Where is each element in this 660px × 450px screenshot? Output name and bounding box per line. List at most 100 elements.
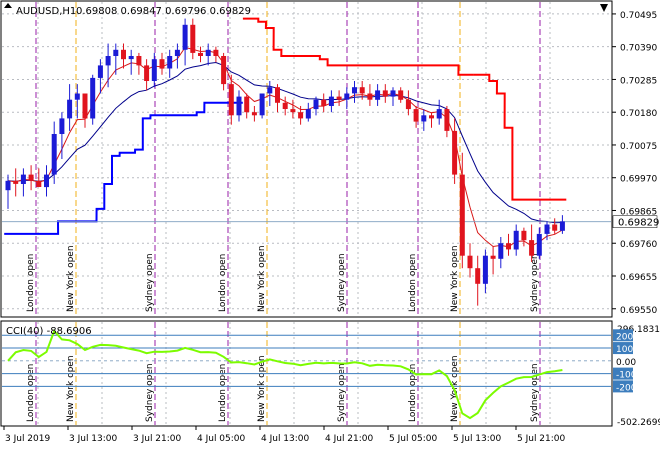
- candle-body: [513, 230, 519, 250]
- price-tick-label: 0.70285: [620, 76, 657, 86]
- candle-body: [13, 180, 19, 184]
- candle-body: [375, 90, 381, 100]
- candle-body: [121, 49, 126, 60]
- session-label: Sydney open: [145, 363, 155, 422]
- session-label: Sydney open: [337, 253, 347, 312]
- candle-body: [444, 109, 450, 131]
- candle-body: [490, 255, 496, 259]
- cci-min-label: -502.2699: [617, 418, 660, 428]
- candle-body: [251, 112, 257, 116]
- session-lines: London open London open New York open New Y…: [26, 2, 541, 425]
- candle-body: [159, 59, 165, 69]
- candle-body: [321, 99, 327, 106]
- cci-level-box: [613, 380, 633, 393]
- candle-body: [467, 255, 473, 269]
- current-price-box: [612, 215, 658, 228]
- candle-body: [36, 180, 42, 187]
- candle-body: [221, 56, 227, 85]
- candle-body: [82, 93, 88, 119]
- candle-body: [506, 243, 511, 250]
- session-label: London open: [26, 254, 36, 312]
- session-label: New York open: [66, 355, 76, 422]
- candle-body: [398, 90, 404, 100]
- session-label: New York open: [450, 355, 460, 422]
- ohlc-readout: 0.69808 0.69847 0.69796 0.69829: [76, 6, 251, 17]
- session-label: New York open: [257, 355, 267, 422]
- candle-body: [113, 49, 119, 56]
- candle-body: [97, 65, 103, 78]
- time-axis: 3 Jul 2019 3 Jul 13:00 3 Jul 21:00 4 Jul 05…: [3, 426, 566, 444]
- trailing-stop-up-line: [4, 101, 243, 235]
- candle-body: [267, 87, 273, 94]
- time-tick-label: 5 Jul 21:00: [517, 434, 566, 444]
- grid: [2, 2, 611, 425]
- candle-body: [344, 93, 350, 100]
- candle-body: [59, 118, 65, 134]
- candle-body: [74, 93, 80, 100]
- candle-body: [205, 49, 211, 56]
- candle-body: [259, 93, 265, 116]
- candle-body: [352, 87, 357, 94]
- candle-body: [167, 56, 173, 69]
- price-tick-label: 0.70075: [620, 142, 657, 152]
- candle-body: [144, 65, 150, 81]
- candle-body: [536, 233, 542, 256]
- candle-body: [136, 56, 142, 66]
- candle-body: [275, 87, 280, 103]
- time-tick-label: 4 Jul 05:00: [197, 434, 246, 444]
- candle-body: [90, 77, 96, 119]
- trailing-stop-down-line: [242, 17, 474, 76]
- session-label: Sydney open: [337, 363, 347, 422]
- session-label: Sydney open: [530, 253, 540, 312]
- chart-header: AUDUSD,H1 0.69808 0.69847 0.69796 0.6982…: [4, 3, 251, 17]
- current-price-label: 0.69829: [618, 218, 659, 229]
- price-tick-label: 0.69550: [620, 306, 657, 316]
- candle-body: [429, 115, 434, 119]
- collapse-arrow-icon[interactable]: [4, 3, 12, 8]
- autoscroll-arrow-icon[interactable]: [600, 4, 608, 12]
- session-label: Sydney open: [530, 363, 540, 422]
- price-tick-label: 0.69655: [620, 273, 657, 283]
- time-tick-label: 5 Jul 05:00: [389, 434, 438, 444]
- candle-body: [382, 90, 388, 97]
- candle-body: [328, 96, 334, 106]
- candle-body: [298, 112, 304, 119]
- candle-body: [405, 99, 411, 110]
- candle-body: [552, 224, 558, 231]
- session-label: Sydney open: [145, 253, 155, 312]
- session-label: London open: [218, 364, 228, 422]
- session-label: London open: [218, 254, 228, 312]
- candle-body: [459, 174, 465, 256]
- time-tick-label: 3 Jul 21:00: [133, 434, 182, 444]
- cci-level-labels: 200 100 0.00 -100 -200: [613, 329, 637, 393]
- candle-body: [213, 49, 219, 56]
- candle-body: [236, 96, 242, 116]
- time-tick-label: 4 Jul 21:00: [325, 434, 374, 444]
- candle-body: [544, 224, 550, 234]
- candles: [5, 18, 565, 306]
- price-tick-label: 0.70180: [620, 109, 657, 119]
- time-tick-label: 3 Jul 13:00: [69, 434, 118, 444]
- main-panel-frame: [0, 0, 613, 318]
- candle-body: [529, 240, 535, 256]
- cci-title: CCI(40) -88.6906: [6, 326, 92, 337]
- time-tick-label: 3 Jul 2019: [5, 434, 50, 444]
- time-tick-label: 4 Jul 13:00: [261, 434, 310, 444]
- candle-body: [228, 84, 234, 116]
- cci-level-label: -100: [616, 371, 637, 381]
- candle-body: [67, 99, 73, 119]
- candle-body: [521, 230, 527, 241]
- price-tick-label: 0.69970: [620, 175, 657, 185]
- candle-body: [482, 255, 488, 284]
- candle-body: [28, 174, 34, 181]
- price-tick-label: 0.70495: [620, 11, 657, 21]
- cci-level-box: [613, 367, 633, 380]
- cci-level-label: -200: [616, 383, 637, 393]
- candle-body: [367, 93, 373, 100]
- candle-body: [190, 24, 196, 53]
- candle-body: [174, 49, 180, 56]
- price-axis: 0.70495 0.70390 0.70285 0.70180 0.70075 0.699…: [612, 11, 657, 316]
- candle-body: [413, 109, 419, 122]
